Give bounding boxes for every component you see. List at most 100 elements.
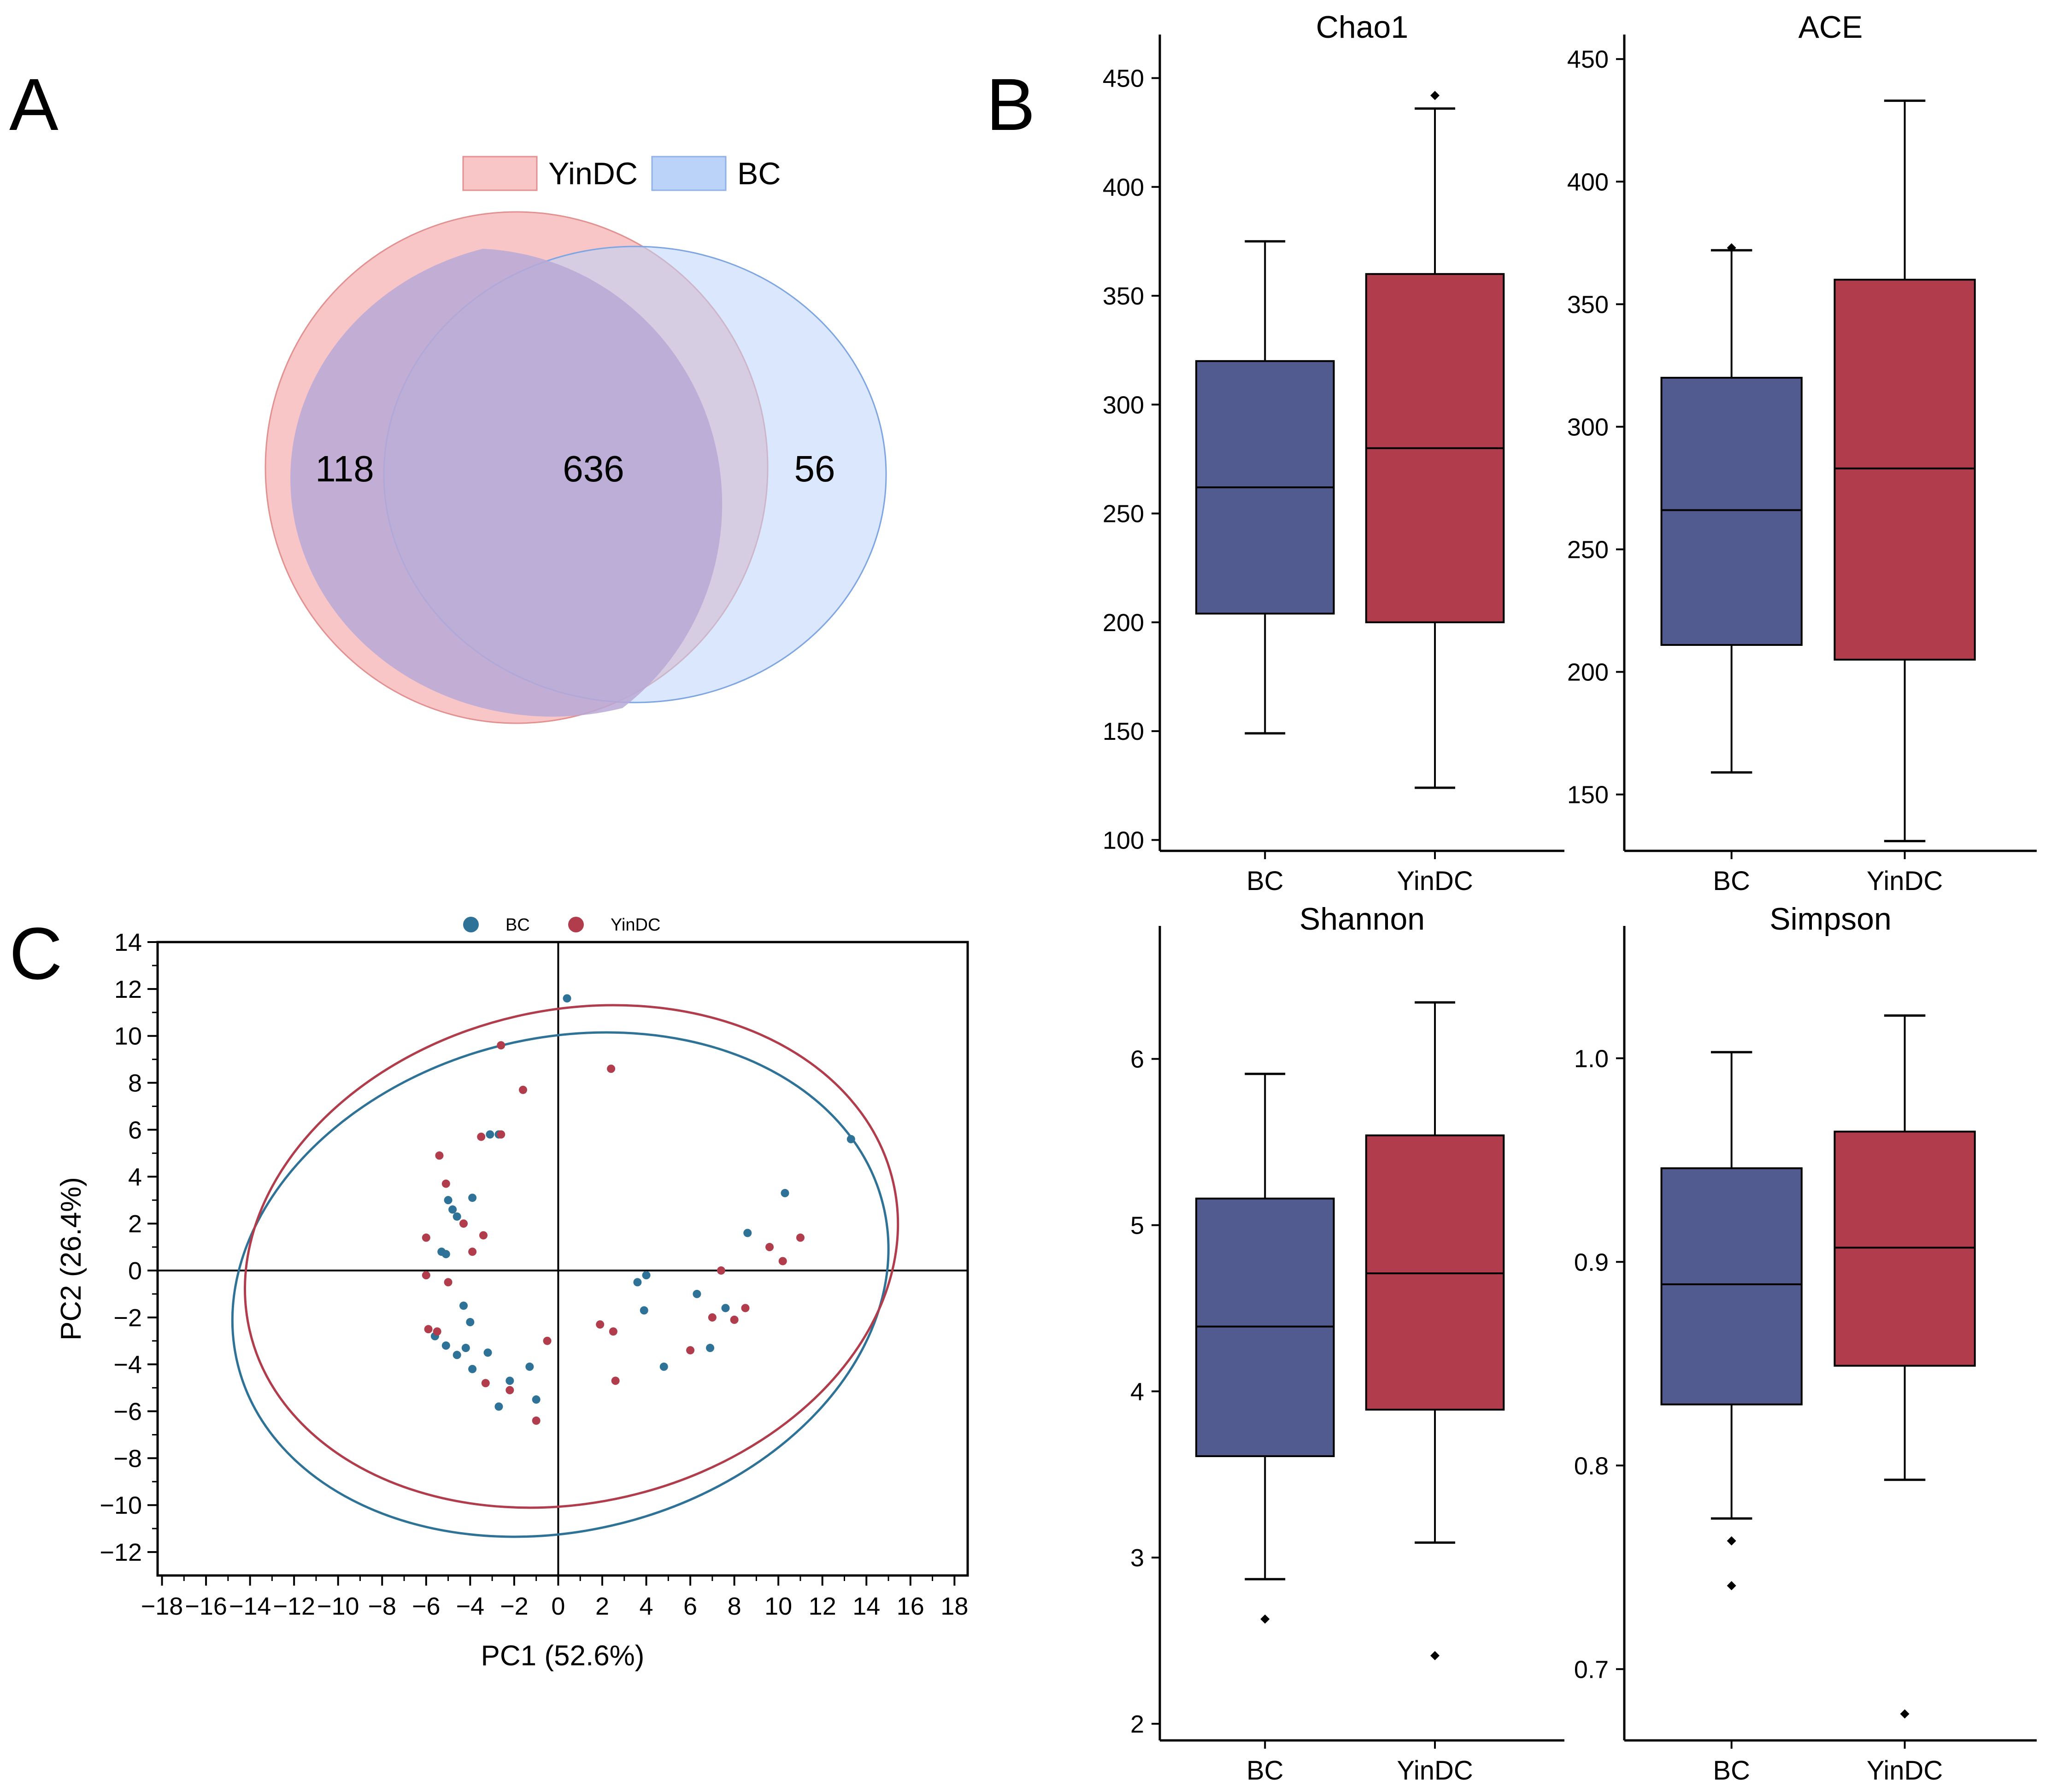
plot-title: Shannon	[1299, 902, 1425, 937]
data-point-bc	[453, 1212, 461, 1221]
data-point-yindc	[765, 1243, 774, 1252]
y-tick-label: 5	[1130, 1212, 1144, 1239]
data-point-bc	[459, 1301, 468, 1310]
x-category-label: YinDC	[1397, 1756, 1473, 1786]
y-tick-label: 150	[1103, 718, 1144, 745]
data-point-bc	[532, 1395, 541, 1404]
x-axis-title: PC1 (52.6%)	[481, 1640, 645, 1672]
data-point-yindc	[479, 1231, 488, 1240]
x-tick-label: −2	[500, 1593, 529, 1620]
legend-label-yindc: YinDC	[611, 915, 660, 935]
y-tick-label: −2	[113, 1304, 142, 1332]
data-point-yindc	[796, 1233, 805, 1242]
x-category-label: YinDC	[1867, 866, 1943, 896]
x-category-label: BC	[1713, 866, 1750, 896]
data-point-bc	[468, 1194, 477, 1202]
x-tick-label: −6	[412, 1593, 441, 1620]
y-tick-label: 150	[1567, 781, 1609, 809]
data-point-bc	[693, 1289, 701, 1298]
y-tick-label: 12	[114, 976, 142, 1003]
y-tick-label: 6	[1130, 1046, 1144, 1073]
boxplot-chao1: Chao1 100 150 200 250 300 350 400 450 BC YinDC	[1103, 10, 1564, 896]
data-point-yindc	[424, 1325, 433, 1334]
y-tick-label: 10	[114, 1023, 142, 1050]
data-point-bc	[441, 1250, 450, 1259]
y-tick-label: 100	[1103, 826, 1144, 854]
y-tick-label: 8	[128, 1070, 142, 1097]
venn-legend-label-yindc: YinDC	[548, 156, 638, 191]
y-tick-label: −8	[113, 1445, 142, 1472]
venn-legend-swatch-bc	[651, 156, 727, 191]
outlier-point	[1727, 1536, 1736, 1546]
y-tick-label: 200	[1103, 609, 1144, 637]
data-point-bc	[486, 1130, 494, 1139]
data-point-yindc	[444, 1278, 453, 1287]
data-point-yindc	[686, 1346, 695, 1355]
y-axis-title: PC2 (26.4%)	[55, 1177, 87, 1341]
venn-legend-label-bc: BC	[737, 156, 781, 191]
data-point-bc	[525, 1362, 534, 1371]
data-point-yindc	[468, 1247, 477, 1256]
plot-title: ACE	[1798, 10, 1863, 45]
y-tick-label: 350	[1103, 282, 1144, 310]
boxplot-shannon: Shannon 2 3 4 5 6 BC YinDC	[1130, 902, 1564, 1786]
x-tick-label: 18	[940, 1593, 968, 1620]
x-tick-label: 6	[683, 1593, 697, 1620]
x-category-label: YinDC	[1867, 1756, 1943, 1786]
x-tick-label: 14	[852, 1593, 880, 1620]
data-point-yindc	[778, 1257, 787, 1265]
x-tick-label: 8	[728, 1593, 741, 1620]
y-tick-label: 0	[128, 1257, 142, 1285]
x-tick-label: 4	[640, 1593, 653, 1620]
y-tick-label: 450	[1567, 46, 1609, 73]
data-point-bc	[640, 1306, 648, 1315]
data-point-yindc	[441, 1179, 450, 1188]
y-tick-label: 4	[1130, 1378, 1144, 1405]
box-yindc	[1834, 1130, 1976, 1367]
data-point-yindc	[481, 1379, 490, 1388]
confidence-ellipse-bc	[231, 1031, 890, 1538]
x-tick-label: 2	[595, 1593, 609, 1620]
data-point-yindc	[497, 1041, 505, 1050]
data-point-yindc	[611, 1376, 620, 1385]
data-point-yindc	[435, 1151, 444, 1160]
venn-legend-swatch-yindc	[462, 156, 538, 191]
y-tick-label: −10	[100, 1492, 142, 1519]
pca-plot-frame	[156, 941, 969, 1577]
data-point-bc	[468, 1364, 477, 1373]
x-tick-label: −12	[273, 1593, 315, 1620]
y-tick-label: 250	[1103, 500, 1144, 528]
x-category-label: BC	[1246, 1756, 1284, 1786]
data-point-yindc	[497, 1130, 505, 1139]
data-point-yindc	[433, 1327, 441, 1336]
x-tick-label: −10	[317, 1593, 359, 1620]
y-tick-label: 450	[1103, 65, 1144, 93]
panel-label-c: C	[9, 912, 63, 995]
data-point-yindc	[519, 1085, 528, 1094]
data-point-yindc	[459, 1219, 468, 1228]
data-point-yindc	[532, 1416, 541, 1425]
panel-label-a: A	[9, 63, 59, 146]
data-point-bc	[706, 1344, 715, 1353]
y-tick-label: 0.9	[1574, 1248, 1609, 1276]
y-tick-label: −4	[113, 1351, 142, 1379]
data-point-bc	[642, 1271, 651, 1280]
data-point-bc	[453, 1351, 461, 1359]
plot-title: Chao1	[1316, 10, 1408, 45]
y-tick-label: 3	[1130, 1544, 1144, 1572]
outlier-point	[1727, 1581, 1736, 1591]
data-point-yindc	[543, 1336, 552, 1345]
y-tick-label: 2	[1130, 1710, 1144, 1738]
boxplot-ace: ACE 150 200 250 300 350 400 450 BC YinDC	[1567, 10, 2037, 896]
outlier-point	[1430, 91, 1440, 100]
data-point-yindc	[505, 1386, 514, 1394]
data-point-bc	[563, 994, 571, 1003]
box-bc	[1660, 376, 1803, 646]
y-tick-label: 300	[1567, 413, 1609, 441]
outlier-point	[1260, 1614, 1270, 1624]
data-point-yindc	[422, 1233, 430, 1242]
data-point-yindc	[708, 1313, 717, 1322]
venn-count-bc-only: 56	[794, 448, 835, 489]
data-point-bc	[466, 1318, 475, 1326]
